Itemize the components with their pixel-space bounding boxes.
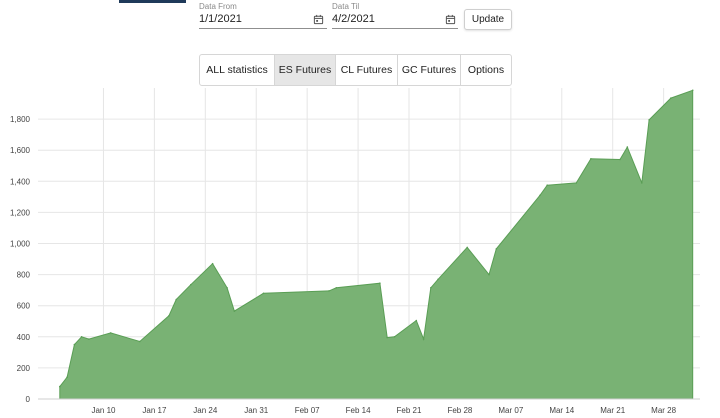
tab-options[interactable]: Options [467, 64, 505, 76]
y-tick-label: 0 [26, 395, 31, 404]
y-tick-label: 600 [17, 302, 31, 311]
y-tick-label: 1,600 [10, 146, 31, 155]
data-point [139, 340, 141, 343]
data-point [546, 184, 548, 186]
tab-all-statistics[interactable]: ALL statistics [200, 55, 275, 85]
update-button[interactable]: Update [464, 9, 512, 30]
data-point [379, 282, 381, 284]
y-tick-label: 1,800 [10, 115, 31, 124]
data-point [175, 298, 177, 301]
x-tick-label: Mar 21 [600, 406, 625, 415]
data-point [437, 278, 439, 281]
x-tick-label: Feb 28 [447, 406, 472, 415]
x-tick-label: Mar 28 [651, 406, 676, 415]
data-point [109, 332, 112, 334]
x-tick-label: Jan 24 [193, 406, 218, 415]
calendar-icon[interactable] [313, 14, 324, 25]
data-point [88, 338, 90, 340]
data-point [670, 97, 672, 99]
data-point [393, 336, 396, 338]
data-point [495, 248, 498, 250]
y-tick-label: 1,400 [10, 177, 31, 186]
data-point [648, 119, 650, 121]
data-point [335, 287, 338, 289]
data-point [73, 343, 76, 346]
data-point [59, 385, 61, 388]
data-point [66, 376, 68, 379]
y-tick-label: 1,200 [10, 208, 31, 217]
y-tick-label: 800 [17, 271, 31, 280]
x-tick-label: Feb 14 [346, 406, 371, 415]
y-tick-label: 1,000 [10, 240, 31, 249]
data-point [466, 246, 469, 249]
data-point [226, 287, 228, 289]
top-accent-bar [119, 0, 186, 3]
y-tick-label: 400 [17, 333, 31, 342]
date-till-label: Data Til [332, 2, 360, 11]
futures-tab-group: ALL statistics ES Futures CL Futures GC … [199, 54, 512, 86]
tab-es-futures[interactable]: ES Futures [275, 55, 336, 85]
x-tick-label: Mar 07 [498, 406, 523, 415]
x-tick-label: Feb 07 [295, 406, 320, 415]
x-tick-label: Jan 17 [142, 406, 167, 415]
data-point [619, 158, 621, 161]
es-futures-area-chart: 0 200 400 600 800 1,000 1,200 1,400 1,600 1,800 Ja… [10, 88, 700, 415]
data-point [488, 273, 490, 276]
data-point [386, 336, 389, 339]
calendar-icon[interactable] [445, 14, 456, 25]
data-point [691, 89, 694, 92]
tab-cl-futures[interactable]: CL Futures [336, 55, 398, 85]
data-point [168, 315, 170, 317]
x-tick-label: Mar 14 [549, 406, 574, 415]
data-point [190, 283, 192, 286]
data-point [590, 158, 592, 160]
data-point [422, 338, 425, 340]
date-till-underline [332, 28, 458, 29]
x-tick-label: Jan 10 [91, 406, 116, 415]
date-from-value[interactable]: 1/1/2021 [199, 13, 242, 25]
data-point [539, 194, 541, 197]
data-point [262, 292, 265, 295]
data-point [233, 310, 236, 312]
y-tick-label: 200 [17, 364, 31, 373]
data-point [430, 287, 432, 289]
date-from-underline [199, 28, 327, 29]
data-point [80, 336, 83, 338]
date-from-label: Data From [199, 2, 237, 11]
data-point [641, 182, 643, 184]
data-point [575, 182, 578, 184]
data-point [328, 290, 330, 292]
data-point [415, 319, 418, 322]
x-tick-label: Jan 31 [244, 406, 269, 415]
date-till-value[interactable]: 4/2/2021 [332, 13, 375, 25]
x-tick-label: Feb 21 [397, 406, 422, 415]
tab-gc-futures[interactable]: GC Futures [398, 55, 461, 85]
data-point [211, 262, 214, 265]
data-point [626, 146, 629, 148]
